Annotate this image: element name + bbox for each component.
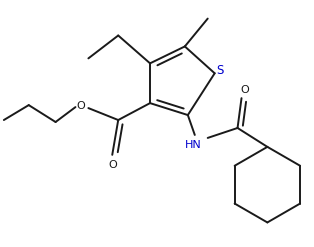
Text: O: O xyxy=(240,85,249,95)
Text: O: O xyxy=(109,160,118,170)
Text: S: S xyxy=(216,64,223,77)
Text: O: O xyxy=(76,101,85,111)
Text: HN: HN xyxy=(184,140,201,150)
